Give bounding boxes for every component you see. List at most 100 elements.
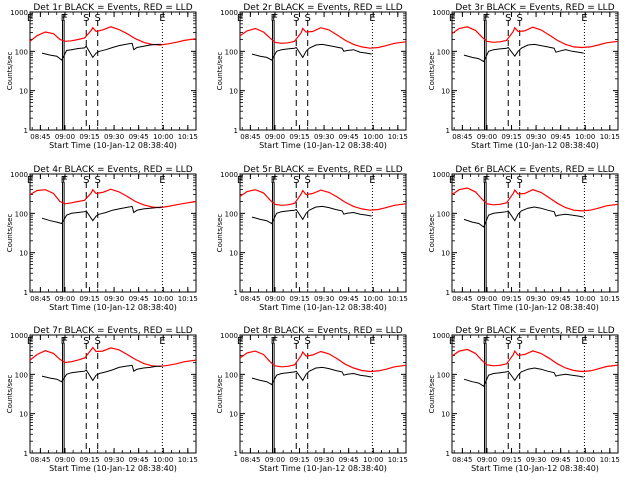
y-tick-label: 1 — [446, 289, 450, 297]
marker-label-E: E — [159, 13, 165, 24]
events-series-line — [463, 367, 584, 387]
x-tick-label: 08:45 — [452, 456, 472, 464]
marker-label-S: S — [517, 336, 523, 347]
marker-label-F: F — [61, 336, 67, 347]
lld-series-line — [29, 346, 197, 367]
marker-label-E: E — [237, 13, 243, 24]
marker-label-S: S — [83, 336, 89, 347]
x-tick-label: 10:00 — [363, 133, 383, 141]
marker-label-S: S — [293, 175, 299, 186]
panel-title: Det 5r BLACK = Events, RED = LLD — [243, 165, 402, 175]
marker-label-F: F — [272, 13, 278, 24]
x-tick-label: 10:00 — [575, 295, 595, 303]
x-tick-label: 09:15 — [289, 456, 309, 464]
events-series-line — [41, 364, 162, 383]
panel-3: Det 3r BLACK = Events, RED = LLD 1 10 100 10… — [428, 3, 620, 150]
marker-label-F: F — [272, 175, 278, 186]
marker-label-S: S — [95, 175, 101, 186]
x-axis-label: Start Time (10-Jan-12 08:38:40) — [471, 464, 599, 473]
x-tick-label: 10:15 — [178, 295, 198, 303]
lld-series-line — [239, 189, 407, 211]
y-tick-label: 1000 — [432, 332, 450, 340]
x-tick-label: 08:45 — [240, 456, 260, 464]
x-tick-label: 09:45 — [551, 456, 571, 464]
x-tick-label: 09:00 — [55, 295, 75, 303]
y-axis-label: Counts/sec — [6, 214, 14, 253]
marker-label-E: E — [581, 13, 587, 24]
events-series-line — [251, 205, 372, 225]
x-tick-label: 09:30 — [526, 133, 546, 141]
x-tick-label: 08:45 — [452, 133, 472, 141]
panel-2: Det 2r BLACK = Events, RED = LLD 1 10 100 10… — [216, 3, 408, 150]
x-tick-label: 10:00 — [575, 133, 595, 141]
y-tick-label: 1000 — [220, 332, 238, 340]
marker-label-S: S — [305, 13, 311, 24]
x-tick-label: 10:00 — [363, 295, 383, 303]
marker-label-E: E — [27, 336, 33, 347]
x-tick-label: 10:15 — [178, 456, 198, 464]
marker-label-F: F — [61, 175, 67, 186]
y-tick-label: 1000 — [432, 9, 450, 17]
x-tick-label: 09:00 — [477, 456, 497, 464]
y-axis-label: Counts/sec — [6, 375, 14, 414]
marker-label-S: S — [505, 175, 511, 186]
marker-label-F: F — [484, 13, 490, 24]
marker-label-E: E — [237, 175, 243, 186]
x-tick-label: 09:30 — [104, 295, 124, 303]
marker-label-F: F — [62, 13, 68, 24]
marker-label-F: F — [271, 175, 277, 186]
lld-series-line — [239, 350, 407, 373]
y-tick-label: 100 — [15, 371, 28, 379]
y-axis-label: Counts/sec — [6, 52, 14, 91]
plot-frame — [239, 11, 407, 131]
x-tick-label: 09:45 — [129, 295, 149, 303]
marker-label-E: E — [449, 13, 455, 24]
marker-label-S: S — [83, 13, 89, 24]
plot-frame — [451, 11, 619, 131]
marker-label-F: F — [483, 336, 489, 347]
marker-label-E: E — [369, 13, 375, 24]
marker-label-E: E — [159, 336, 165, 347]
marker-label-S: S — [505, 13, 511, 24]
x-axis-label: Start Time (10-Jan-12 08:38:40) — [259, 303, 387, 312]
x-tick-label: 09:30 — [526, 295, 546, 303]
y-tick-label: 10 — [19, 250, 28, 258]
y-tick-label: 100 — [225, 48, 238, 56]
x-tick-label: 09:45 — [129, 456, 149, 464]
plot-frame — [451, 334, 619, 454]
y-axis-label: Counts/sec — [428, 375, 436, 414]
x-tick-label: 09:15 — [501, 295, 521, 303]
y-tick-label: 10 — [441, 250, 450, 258]
x-axis-label: Start Time (10-Jan-12 08:38:40) — [471, 141, 599, 150]
marker-label-F: F — [62, 336, 68, 347]
plot-frame — [29, 11, 197, 131]
marker-label-S: S — [505, 336, 511, 347]
x-tick-label: 09:00 — [477, 133, 497, 141]
x-tick-label: 09:00 — [265, 295, 285, 303]
panel-9: Det 9r BLACK = Events, RED = LLD 1 10 100 10… — [428, 326, 620, 473]
panel-4: Det 4r BLACK = Events, RED = LLD 1 10 100 10… — [6, 165, 198, 312]
marker-label-S: S — [305, 175, 311, 186]
panel-title: Det 2r BLACK = Events, RED = LLD — [243, 3, 402, 13]
marker-label-E: E — [581, 336, 587, 347]
marker-label-F: F — [271, 336, 277, 347]
y-tick-label: 10 — [441, 88, 450, 96]
x-tick-label: 10:00 — [153, 295, 173, 303]
events-series-line — [41, 205, 162, 225]
marker-label-F: F — [271, 13, 277, 24]
y-tick-label: 10 — [229, 411, 238, 419]
y-tick-label: 1 — [234, 450, 238, 458]
y-tick-label: 100 — [437, 210, 450, 218]
panel-6: Det 6r BLACK = Events, RED = LLD 1 10 100 10… — [428, 165, 620, 312]
marker-label-E: E — [237, 336, 243, 347]
y-tick-label: 100 — [437, 371, 450, 379]
marker-label-E: E — [581, 175, 587, 186]
x-tick-label: 10:00 — [363, 456, 383, 464]
y-tick-label: 1 — [24, 289, 28, 297]
y-tick-label: 10 — [19, 88, 28, 96]
marker-label-E: E — [27, 13, 33, 24]
x-tick-label: 08:45 — [240, 295, 260, 303]
marker-label-S: S — [293, 13, 299, 24]
y-tick-label: 1 — [234, 289, 238, 297]
